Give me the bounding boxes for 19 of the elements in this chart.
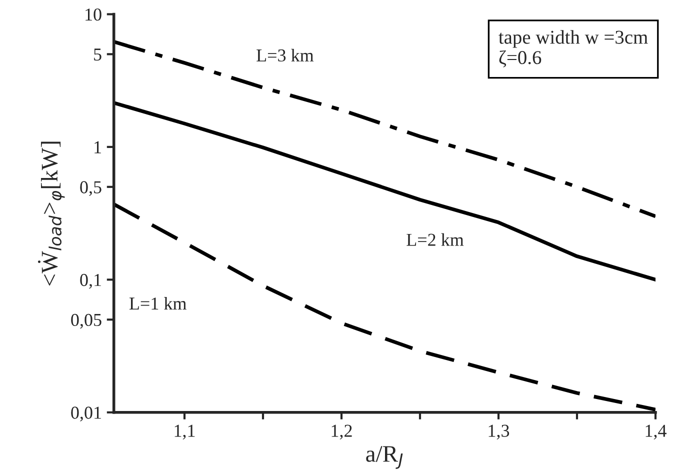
line-series (114, 202, 656, 412)
y-tick-label: 0,01 (71, 406, 101, 422)
x-tick-label: 1,4 (646, 424, 667, 440)
y-tick-label: 0,1 (80, 274, 101, 289)
x-tick-label: 1,2 (332, 424, 352, 440)
series-label: L=3 km (256, 48, 314, 62)
annotation: tape width w =3cm ζ=0.6 (498, 30, 648, 68)
series-label: L=2 km (406, 233, 464, 246)
text: L=1 km (129, 296, 186, 310)
y-axis-title: <Ẇ$_{load}$>$_{φ}$[kW] (38, 142, 65, 286)
line-series (114, 101, 656, 282)
y-tick-label: 1 (94, 141, 101, 154)
x-tick-label: 1,3 (488, 424, 510, 440)
y-tick-label: 0,5 (80, 181, 102, 196)
x-axis-title: a/R$_{J}$ (366, 446, 403, 469)
y-tick-label: 0,05 (71, 314, 102, 329)
x-tick-label: 1,1 (174, 424, 195, 440)
y-tick-label: 5 (94, 48, 102, 61)
y-tick-label: 10 (86, 8, 102, 21)
